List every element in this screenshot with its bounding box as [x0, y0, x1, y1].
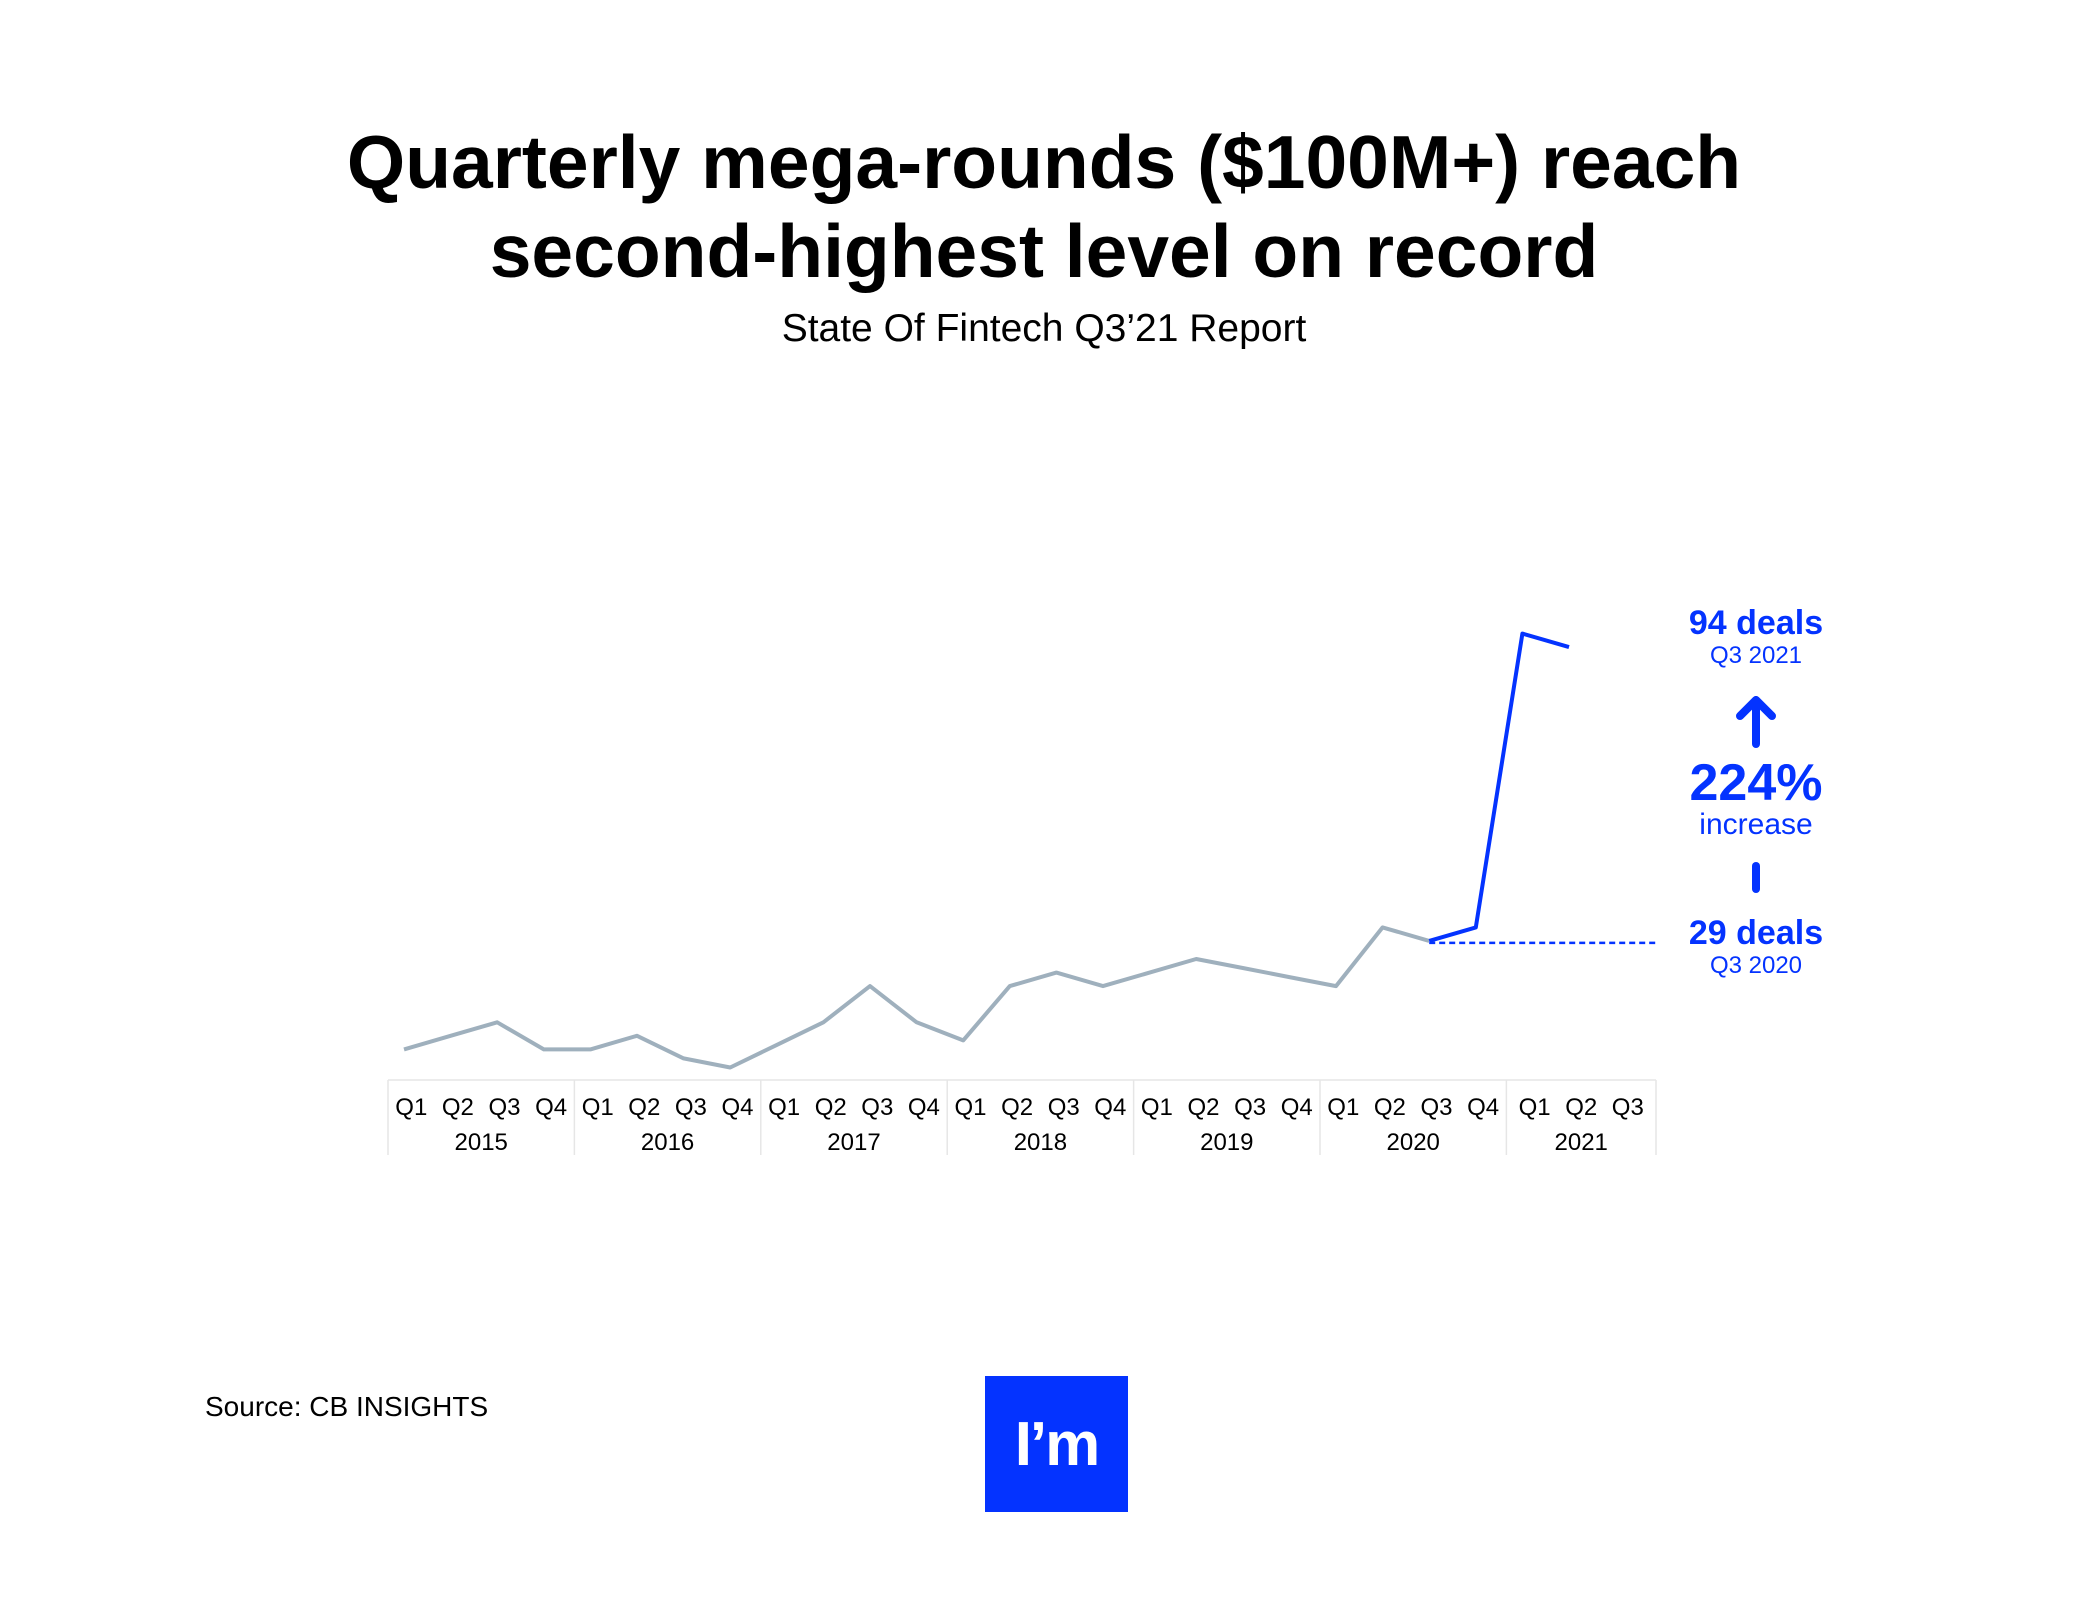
increase-label: increase — [1699, 808, 1812, 841]
increase-percent: 224% — [1690, 754, 1823, 812]
x-tick-label: Q2 — [1565, 1094, 1597, 1121]
x-tick-label: Q3 — [1048, 1094, 1080, 1121]
x-tick-label: Q2 — [1374, 1094, 1406, 1121]
x-tick-label: Q2 — [815, 1094, 847, 1121]
x-tick-label: Q3 — [488, 1094, 520, 1121]
chart-title-line-2: second-highest level on record — [489, 209, 1599, 293]
x-axis: Q1 Q2 Q3 Q4 2015 Q1 Q2 Q3 Q4 2016 Q1 Q2 Q3 Q4 2017 Q1 Q2… — [387, 1079, 1657, 1156]
x-tick-label: Q3 — [1234, 1094, 1266, 1121]
change-annotation: 94 deals Q3 2021 224% increase 29 deals … — [1689, 604, 1823, 979]
x-tick-label: Q3 — [675, 1094, 707, 1121]
bottom-period-label: Q3 2020 — [1710, 952, 1802, 979]
source-note: Source: CB INSIGHTS — [205, 1391, 489, 1422]
x-tick-label: Q4 — [1094, 1094, 1126, 1121]
x-tick-label: Q1 — [582, 1094, 614, 1121]
x-year-label: 2018 — [1014, 1129, 1067, 1156]
top-period-label: Q3 2021 — [1710, 642, 1802, 669]
x-tick-label: Q4 — [535, 1094, 567, 1121]
plot-area — [403, 631, 1656, 1070]
x-tick-label: Q3 — [861, 1094, 893, 1121]
chart-title-line-1: Quarterly mega-rounds ($100M+) reach — [346, 120, 1742, 204]
up-arrow-icon — [1736, 696, 1776, 748]
highlight-line — [1428, 631, 1570, 943]
x-year-label: 2015 — [455, 1129, 508, 1156]
x-tick-label: Q2 — [1001, 1094, 1033, 1121]
x-year-label: 2019 — [1200, 1129, 1253, 1156]
x-year-label: 2020 — [1387, 1129, 1440, 1156]
x-tick-label: Q1 — [1327, 1094, 1359, 1121]
x-year-label: 2017 — [827, 1129, 880, 1156]
brand-logo: I’m — [985, 1376, 1128, 1512]
bottom-deals-label: 29 deals — [1689, 914, 1823, 952]
x-year-label: 2021 — [1555, 1129, 1608, 1156]
x-tick-label: Q4 — [1467, 1094, 1499, 1121]
history-line — [403, 925, 1430, 1070]
top-deals-label: 94 deals — [1689, 604, 1823, 642]
x-tick-label: Q1 — [395, 1094, 427, 1121]
x-tick-label: Q4 — [908, 1094, 940, 1121]
x-tick-label: Q2 — [628, 1094, 660, 1121]
chart-subtitle: State Of Fintech Q3’21 Report — [781, 307, 1307, 350]
chart-title: Quarterly mega-rounds ($100M+) reach sec… — [0, 118, 2088, 296]
x-tick-label: Q2 — [442, 1094, 474, 1121]
x-tick-label: Q1 — [1519, 1094, 1551, 1121]
x-tick-label: Q4 — [1281, 1094, 1313, 1121]
x-tick-label: Q1 — [1141, 1094, 1173, 1121]
x-tick-label: Q1 — [768, 1094, 800, 1121]
x-year-label: 2016 — [641, 1129, 694, 1156]
x-tick-label: Q4 — [721, 1094, 753, 1121]
x-tick-label: Q2 — [1187, 1094, 1219, 1121]
x-tick-label: Q1 — [954, 1094, 986, 1121]
x-tick-label: Q3 — [1612, 1094, 1644, 1121]
x-tick-label: Q3 — [1420, 1094, 1452, 1121]
